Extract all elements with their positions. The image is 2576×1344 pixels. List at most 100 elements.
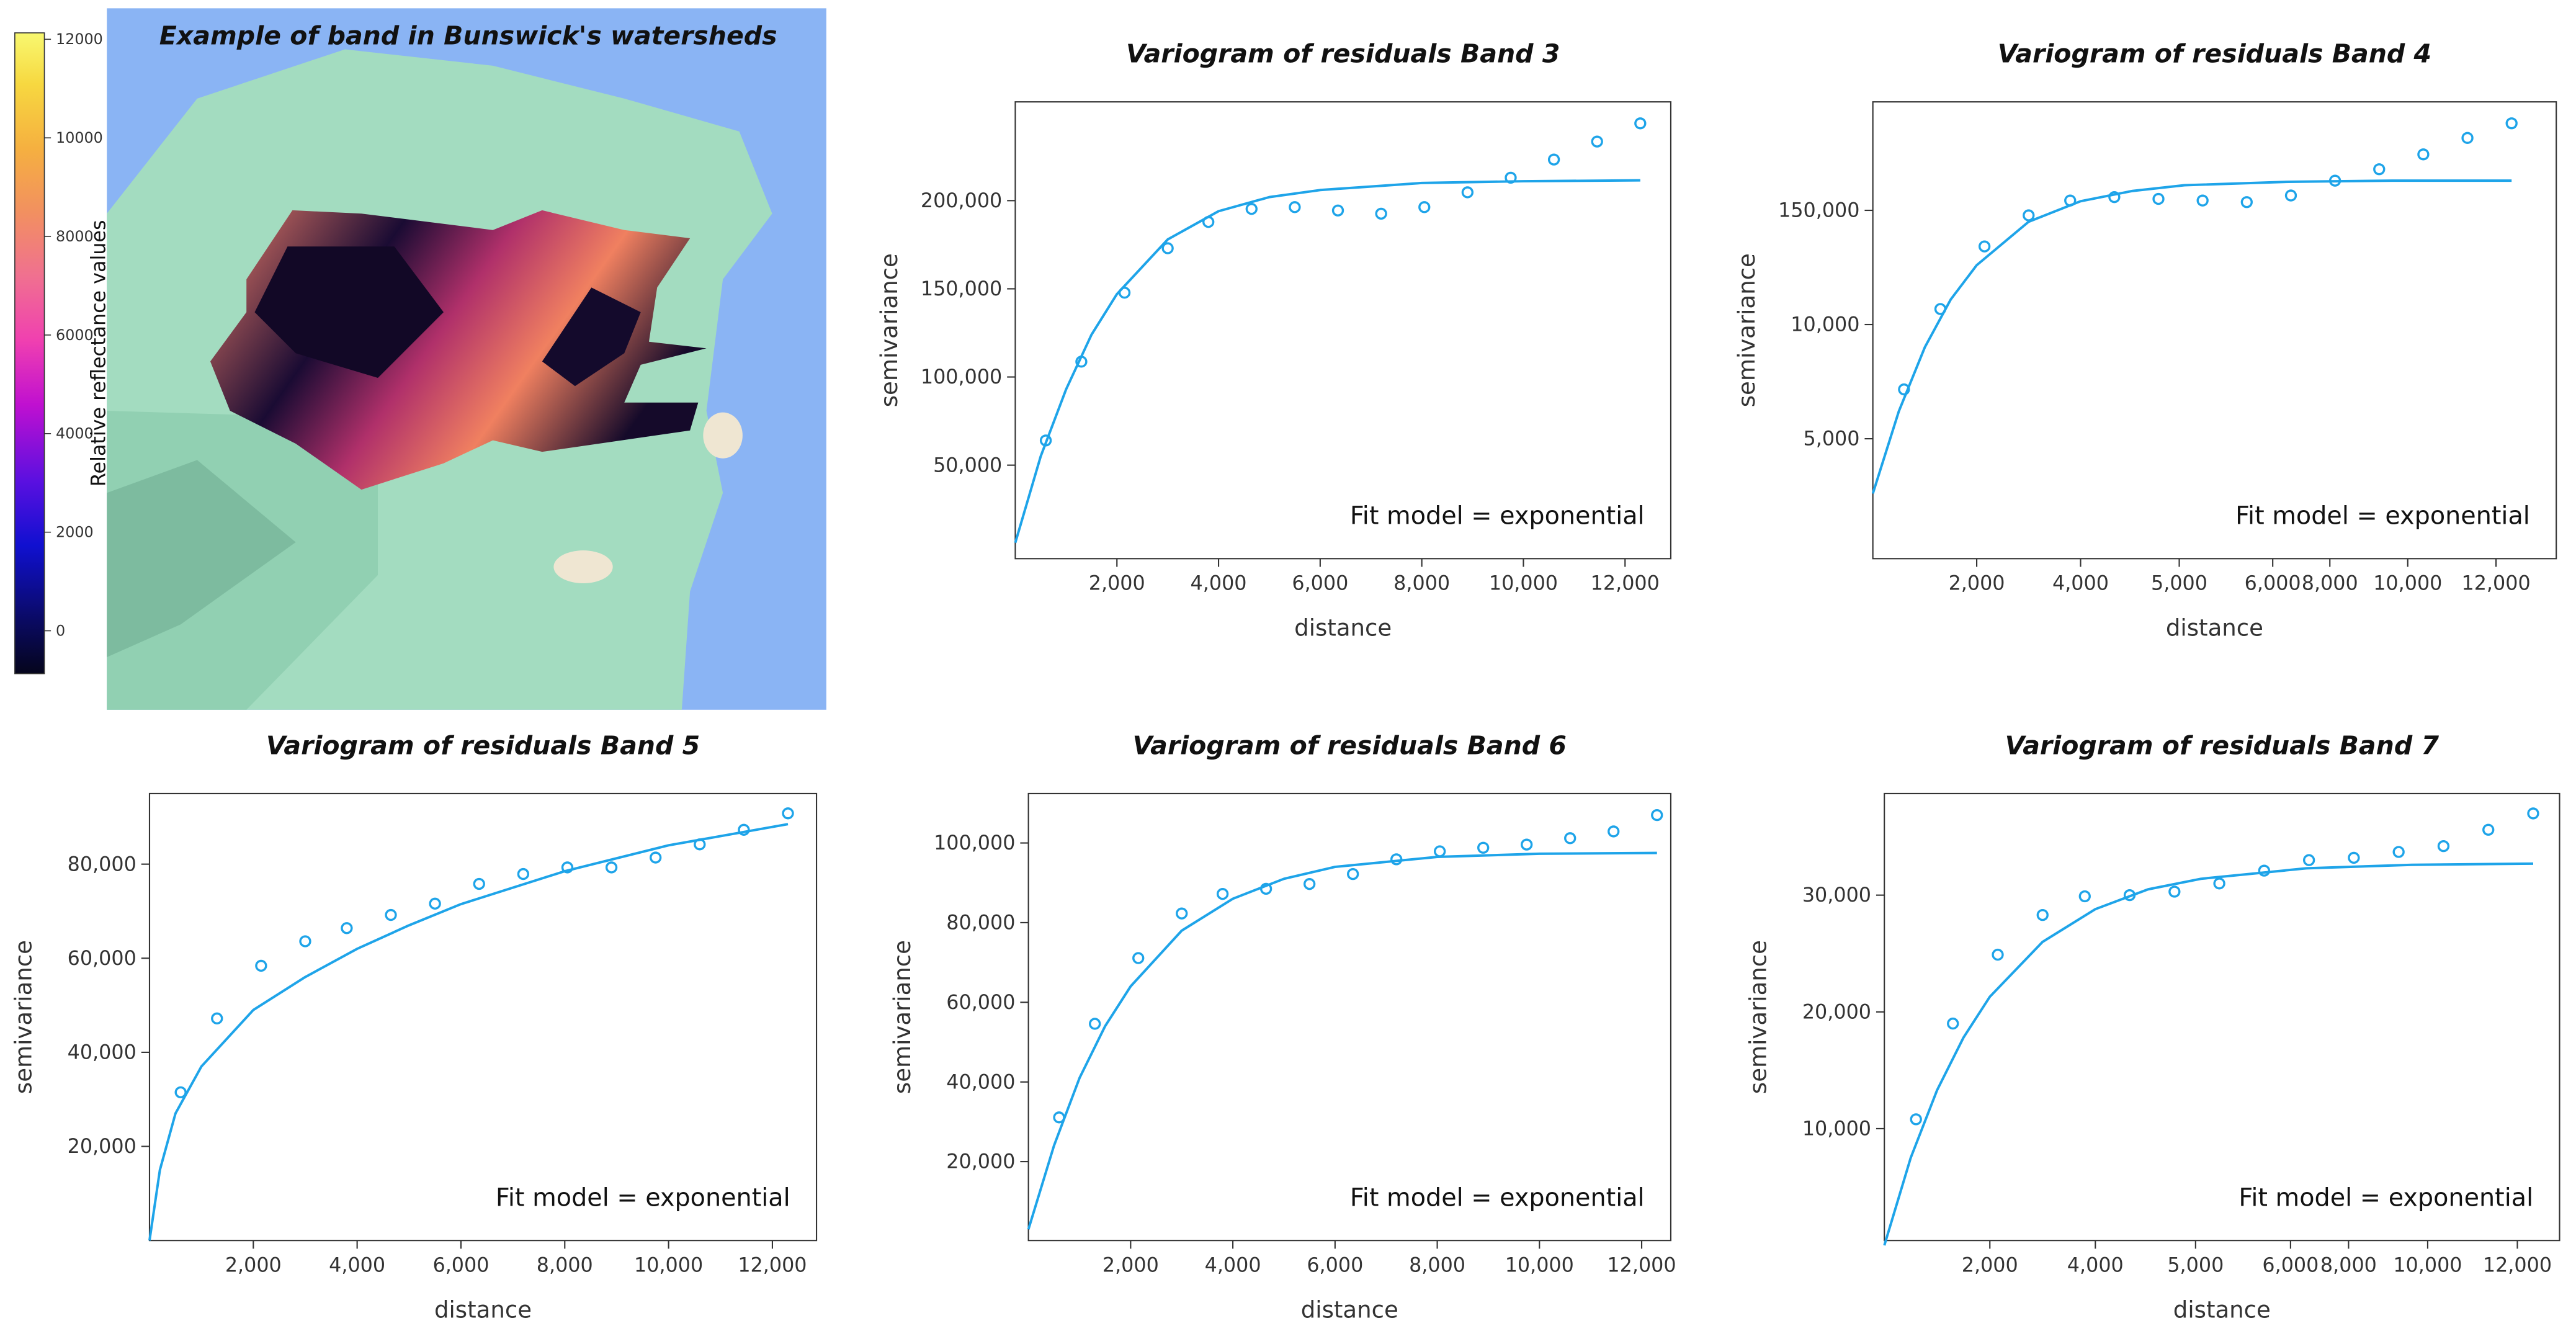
x-tick-label: 8,000 — [2302, 573, 2358, 595]
data-point — [1259, 882, 1272, 895]
data-point — [1118, 287, 1131, 299]
y-tick-label: 20,000 — [1802, 1001, 1871, 1023]
data-point — [1934, 303, 1947, 315]
data-point — [2108, 190, 2121, 204]
data-point — [1089, 1018, 1101, 1030]
data-point — [1505, 171, 1517, 184]
data-point — [1477, 841, 1490, 854]
y-tick-label: 20,000 — [68, 1136, 136, 1158]
data-point — [1564, 832, 1576, 844]
x-tick-label: 12,000 — [2483, 1254, 2552, 1276]
annotation: Fit model = exponential — [2235, 502, 2530, 531]
data-point — [473, 877, 485, 890]
data-point — [2036, 908, 2049, 921]
data-point — [782, 807, 794, 820]
map-title: Example of band in Bunswick's watersheds — [159, 20, 777, 50]
data-point — [1910, 1113, 1922, 1126]
colorbar-tick-label: 0 — [56, 622, 65, 639]
data-point — [738, 823, 750, 836]
chart-title: Variogram of residuals Band 5 — [266, 730, 700, 760]
plot-frame — [1884, 792, 2560, 1242]
chart-title: Variogram of residuals Band 6 — [1133, 730, 1567, 760]
data-point — [2196, 194, 2209, 207]
y-tick-label: 30,000 — [1802, 884, 1871, 907]
data-point — [2348, 851, 2360, 864]
data-point — [1461, 186, 1474, 199]
colorbar-tick-label: 2000 — [56, 524, 94, 541]
x-tick-label: 10,000 — [2393, 1254, 2462, 1276]
colorbar — [14, 32, 45, 674]
fit-line — [1883, 862, 2534, 1246]
x-tick-label: 10,000 — [2373, 573, 2442, 595]
x-tick-label: 6,000 — [1292, 573, 1348, 595]
x-tick-label: 4,000 — [329, 1254, 385, 1276]
data-point — [2505, 117, 2518, 130]
x-axis-label: distance — [2173, 1297, 2271, 1324]
x-tick-label: 10,000 — [634, 1254, 703, 1276]
y-axis-label: semivariance — [1733, 253, 1760, 407]
field — [553, 550, 613, 584]
plot-frame — [148, 792, 818, 1242]
x-tick-label: 6,000 — [2262, 1254, 2319, 1276]
annotation: Fit model = exponential — [496, 1184, 790, 1212]
data-point — [2328, 174, 2341, 187]
data-point — [2461, 132, 2474, 144]
x-tick-label: 10,000 — [1489, 573, 1558, 595]
data-point — [1434, 845, 1446, 858]
y-tick-label: 10,000 — [1791, 314, 1859, 336]
x-axis-label: distance — [434, 1297, 532, 1324]
y-tick-label: 10,000 — [1802, 1118, 1871, 1140]
colorbar-tick-label: 6000 — [56, 326, 94, 344]
x-tick-label: 12,000 — [1591, 573, 1660, 595]
fit-line — [1027, 851, 1657, 1230]
hills — [107, 460, 296, 658]
data-point — [2240, 196, 2253, 208]
x-tick-label: 8,000 — [1409, 1254, 1465, 1276]
data-point — [1634, 117, 1647, 130]
y-tick-label: 60,000 — [68, 948, 136, 970]
data-point — [341, 922, 353, 934]
y-tick-label: 80,000 — [946, 912, 1015, 934]
data-point — [1651, 809, 1663, 822]
y-tick-label: 20,000 — [946, 1151, 1015, 1173]
chart-title: Variogram of residuals Band 3 — [1126, 39, 1560, 69]
data-point — [385, 908, 397, 921]
data-point — [1591, 135, 1603, 148]
data-point — [174, 1086, 187, 1099]
burn-dark — [542, 287, 641, 387]
colorbar-label: Relative reflectance values — [87, 220, 110, 486]
data-point — [1978, 240, 1991, 253]
data-point — [2417, 148, 2430, 161]
x-axis-label: distance — [1294, 615, 1392, 642]
data-point — [2064, 194, 2077, 207]
data-point — [1289, 201, 1301, 213]
x-tick-label: 8,000 — [537, 1254, 593, 1276]
plot-frame — [1872, 101, 2557, 560]
data-point — [2078, 890, 2091, 903]
colorbar-tick-label: 10000 — [56, 129, 103, 146]
annotation: Fit model = exponential — [1350, 502, 1645, 531]
data-point — [1346, 867, 1359, 880]
y-axis-label: semivariance — [876, 253, 903, 407]
map — [107, 8, 826, 710]
data-point — [1202, 216, 1215, 228]
data-point — [429, 897, 441, 910]
data-point — [2168, 885, 2181, 898]
x-tick-label: 6,000 — [432, 1254, 489, 1276]
data-point — [1075, 356, 1088, 368]
x-axis-label: distance — [1301, 1297, 1398, 1324]
annotation: Fit model = exponential — [2238, 1184, 2533, 1212]
data-point — [2527, 807, 2539, 820]
data-point — [2302, 854, 2315, 866]
x-tick-label: 4,000 — [1191, 573, 1247, 595]
plot-frame — [1027, 792, 1672, 1242]
data-point — [1390, 853, 1403, 866]
fit-line — [1014, 179, 1640, 544]
data-point — [694, 838, 706, 851]
data-point — [2023, 209, 2035, 222]
chart-title: Variogram of residuals Band 4 — [1998, 39, 2431, 69]
y-axis-label: semivariance — [889, 940, 916, 1094]
data-point — [2373, 163, 2386, 176]
x-tick-label: 2,000 — [1962, 1254, 2018, 1276]
